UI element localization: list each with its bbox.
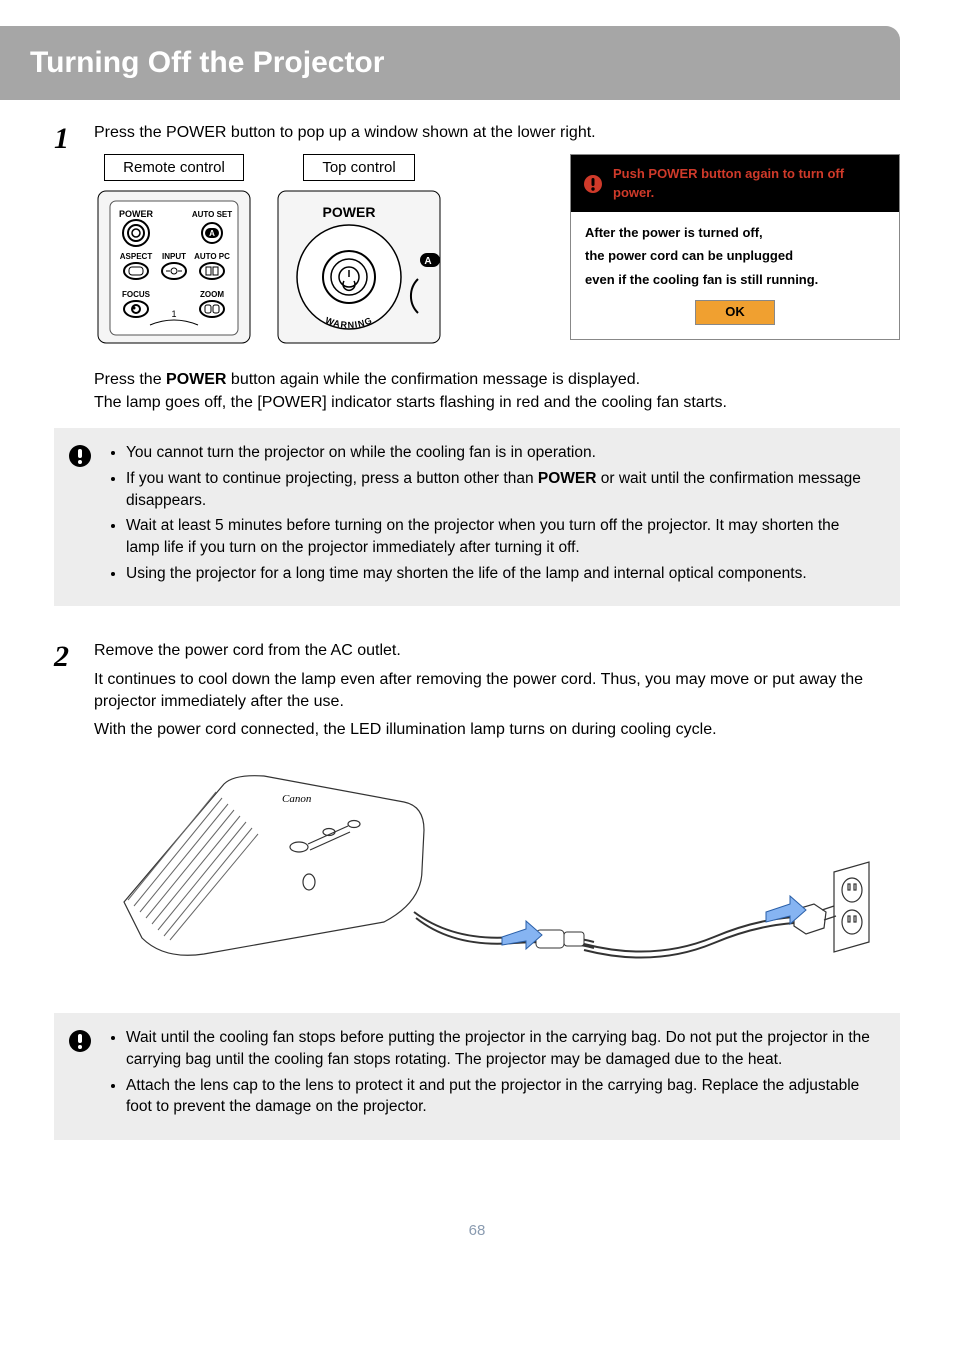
svg-text:Canon: Canon xyxy=(282,793,312,805)
top-control-label: Top control xyxy=(303,154,414,181)
page-number: 68 xyxy=(54,1220,900,1241)
remote-control-icon: POWER AUTO SET A ASPECT INPUT xyxy=(94,187,254,347)
note1-item4: Using the projector for a long time may … xyxy=(126,563,876,585)
svg-text:ASPECT: ASPECT xyxy=(120,252,153,261)
svg-text:AUTO PC: AUTO PC xyxy=(194,252,230,261)
top-control-icon: POWER WARNING A xyxy=(274,187,444,347)
dialog-line1: After the power is turned off, xyxy=(585,224,885,242)
note2-item2: Attach the lens cap to the lens to prote… xyxy=(126,1075,876,1118)
note2-item1: Wait until the cooling fan stops before … xyxy=(126,1027,876,1070)
remote-control-figure: Remote control POWER AUTO SET xyxy=(94,154,254,347)
ok-button[interactable]: OK xyxy=(695,300,775,324)
controls-row: Remote control POWER AUTO SET xyxy=(94,154,900,347)
step-number-2: 2 xyxy=(54,640,94,748)
step2-p1: It continues to cool down the lamp even … xyxy=(94,669,900,714)
page-header: Turning Off the Projector xyxy=(0,26,900,100)
warning-icon xyxy=(583,174,603,194)
svg-text:A: A xyxy=(424,256,431,267)
dialog-line2: the power cord can be unplugged xyxy=(585,247,885,265)
step-number-1: 1 xyxy=(54,122,94,347)
step-1: 1 Press the POWER button to pop up a win… xyxy=(54,122,900,347)
projector-illustration: Canon xyxy=(94,762,900,999)
svg-text:A: A xyxy=(209,229,215,238)
step1-para2: Press the POWER button again while the c… xyxy=(54,369,900,414)
svg-text:INPUT: INPUT xyxy=(162,252,186,261)
svg-text:POWER: POWER xyxy=(119,209,154,219)
svg-text:ZOOM: ZOOM xyxy=(200,290,224,299)
step-2: 2 Remove the power cord from the AC outl… xyxy=(54,640,900,748)
svg-text:POWER: POWER xyxy=(323,204,376,220)
dialog-header: Push POWER button again to turn off powe… xyxy=(571,155,899,211)
note1-item3: Wait at least 5 minutes before turning o… xyxy=(126,515,876,558)
note-list-2: Wait until the cooling fan stops before … xyxy=(106,1027,876,1122)
note1-item1: You cannot turn the projector on while t… xyxy=(126,442,876,464)
step1-intro: Press the POWER button to pop up a windo… xyxy=(94,122,900,144)
svg-text:FOCUS: FOCUS xyxy=(122,290,151,299)
top-control-figure: Top control POWER WARNING xyxy=(274,154,444,347)
caution-icon xyxy=(68,1027,92,1122)
step2-p2: With the power cord connected, the LED i… xyxy=(94,719,900,741)
note-box-2: Wait until the cooling fan stops before … xyxy=(54,1013,900,1140)
caution-icon xyxy=(68,442,92,588)
dialog-header-text: Push POWER button again to turn off powe… xyxy=(613,165,887,201)
note1-item2: If you want to continue projecting, pres… xyxy=(126,468,876,511)
svg-text:AUTO SET: AUTO SET xyxy=(192,210,232,219)
dialog-body: After the power is turned off, the power… xyxy=(571,212,899,339)
svg-text:1: 1 xyxy=(171,309,176,319)
remote-control-label: Remote control xyxy=(104,154,244,181)
page-title: Turning Off the Projector xyxy=(30,46,384,79)
note-box-1: You cannot turn the projector on while t… xyxy=(54,428,900,606)
note-list-1: You cannot turn the projector on while t… xyxy=(106,442,876,588)
step2-heading: Remove the power cord from the AC outlet… xyxy=(94,640,900,662)
dialog-line3: even if the cooling fan is still running… xyxy=(585,271,885,289)
poweroff-dialog: Push POWER button again to turn off powe… xyxy=(570,154,900,339)
